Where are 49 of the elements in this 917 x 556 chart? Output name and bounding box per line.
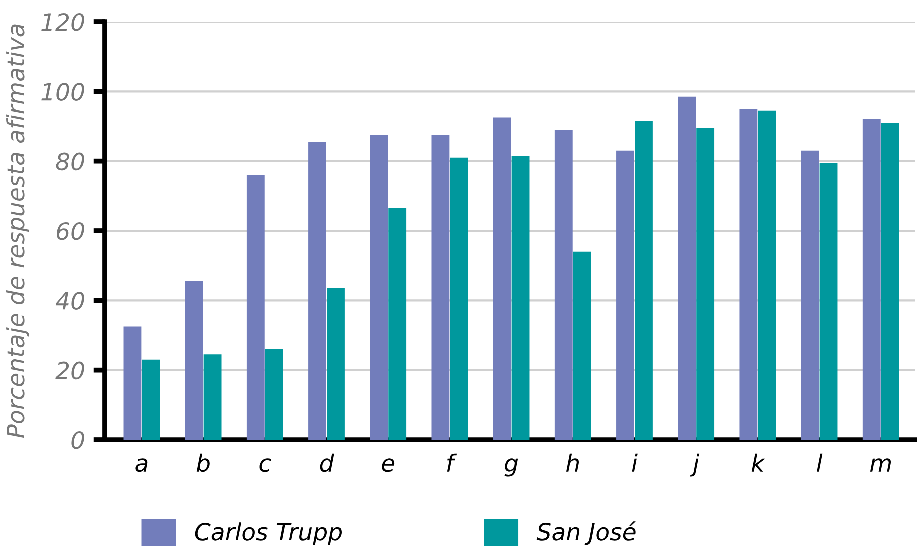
bar xyxy=(616,150,634,440)
y-tick-label: 0 xyxy=(72,431,84,450)
x-tick-label: h xyxy=(566,454,580,472)
bar xyxy=(554,130,573,440)
bar xyxy=(388,208,407,440)
y-axis-title: Porcentaje de respuesta afirmativa xyxy=(6,24,30,438)
x-tick-label: k xyxy=(752,454,766,472)
y-tick-label: 80 xyxy=(56,152,84,171)
x-tick-label: j xyxy=(690,454,700,477)
bar xyxy=(204,354,222,440)
bar xyxy=(124,326,142,440)
x-tick-label: e xyxy=(382,458,395,472)
bar xyxy=(678,96,696,440)
bar xyxy=(265,349,284,440)
bar xyxy=(185,282,204,440)
legend-label: San José xyxy=(536,522,636,546)
bar xyxy=(696,128,715,440)
bar xyxy=(450,158,468,440)
bar xyxy=(246,175,265,440)
bar xyxy=(327,288,345,440)
x-tick-label: b xyxy=(196,454,210,472)
bar xyxy=(142,360,160,440)
bar xyxy=(801,150,820,440)
y-tick-label: 20 xyxy=(56,362,84,380)
y-tick-label: 120 xyxy=(42,13,84,32)
x-tick-label: d xyxy=(320,454,334,472)
legend-label: Carlos Trupp xyxy=(195,522,342,546)
bar xyxy=(635,121,653,440)
bar xyxy=(820,163,838,440)
x-tick-label: c xyxy=(260,458,272,472)
bar xyxy=(740,109,758,440)
x-tick-label: l xyxy=(817,454,823,472)
x-tick-label: g xyxy=(504,458,518,477)
bar xyxy=(308,142,326,440)
bar xyxy=(512,156,530,440)
bar xyxy=(573,252,592,440)
y-tick-label: 100 xyxy=(42,83,84,101)
bar xyxy=(881,123,900,440)
x-tick-label: f xyxy=(447,454,458,472)
bar xyxy=(862,120,881,440)
bar xyxy=(493,118,512,440)
bar xyxy=(432,135,450,440)
bar xyxy=(758,110,776,440)
x-tick-label: a xyxy=(136,458,148,472)
y-tick-label: 40 xyxy=(56,292,84,310)
x-tick-label: i xyxy=(632,454,638,472)
bar xyxy=(370,135,388,440)
y-tick-label: 60 xyxy=(56,222,84,240)
x-tick-label: m xyxy=(870,458,892,472)
